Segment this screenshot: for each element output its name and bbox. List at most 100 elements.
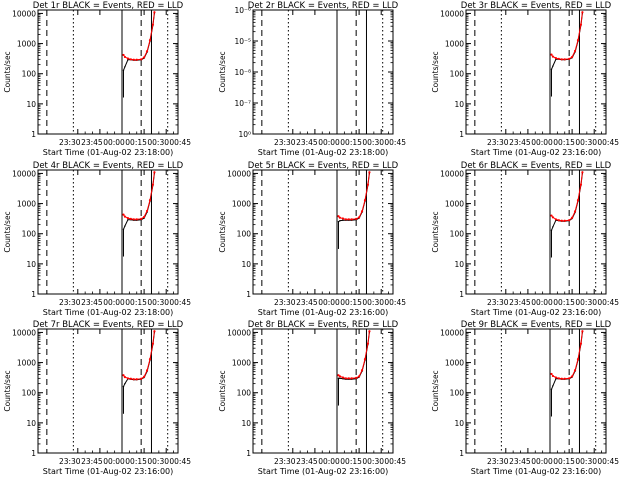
- series-line-lld: [551, 172, 583, 222]
- y-tick-label: 1: [246, 449, 251, 458]
- data-point-events: [124, 66, 126, 68]
- data-point-lld: [363, 358, 367, 361]
- data-point-events: [124, 382, 126, 385]
- data-point-lld: [563, 219, 566, 222]
- x-tick-label: 00:30: [147, 298, 169, 307]
- chart-title: Det 5r BLACK = Events, RED = LLD: [248, 161, 399, 171]
- data-point-lld: [550, 214, 553, 217]
- data-point-lld: [571, 216, 574, 219]
- data-point-lld: [579, 342, 583, 345]
- x-tick-label: 00:15: [125, 298, 147, 307]
- data-point-lld: [344, 377, 347, 380]
- data-point-lld: [132, 378, 135, 381]
- data-point-lld: [140, 58, 143, 61]
- x-tick-label: 00:15: [125, 138, 147, 147]
- data-point-lld: [126, 57, 129, 60]
- x-tick-label: 00:15: [125, 457, 147, 466]
- x-tick-label: 23:45: [296, 457, 318, 466]
- chart-panel-5: Det 5r BLACK = Events, RED = LLD 1 10 100 10…: [218, 161, 406, 317]
- data-point-events: [552, 385, 554, 387]
- x-tick-label: 23:45: [509, 298, 531, 307]
- data-point-lld: [579, 23, 583, 26]
- plot-frame: [252, 328, 394, 454]
- data-point-lld: [355, 376, 358, 380]
- data-point-lld: [132, 58, 135, 61]
- data-point-lld: [143, 215, 146, 219]
- data-point-lld: [122, 374, 125, 377]
- data-point-lld: [350, 218, 353, 221]
- y-tick-label: 100: [237, 389, 252, 398]
- chart-panel-9: Det 9r BLACK = Events, RED = LLD 1 10 100 10…: [431, 320, 619, 476]
- data-point-lld: [126, 377, 129, 380]
- series-line-events: [338, 332, 370, 380]
- x-tick-label: 00:15: [340, 298, 362, 307]
- data-point-events: [552, 65, 554, 67]
- y-tick-label: 1: [459, 130, 464, 139]
- data-point-lld: [129, 377, 132, 380]
- data-point-lld: [358, 216, 361, 219]
- y-tick-label: 10000: [440, 9, 464, 18]
- data-point-lld: [126, 216, 129, 220]
- x-tick-label: 23:45: [509, 138, 531, 147]
- x-tick-label: 00:45: [597, 138, 619, 147]
- y-tick-label: 10⁻⁵: [234, 37, 251, 46]
- data-point-lld: [143, 56, 146, 59]
- series-line-lld: [123, 12, 155, 61]
- x-tick-label: 23:30: [274, 457, 296, 466]
- y-tick-label: 1000: [17, 359, 36, 368]
- y-tick-label: 1000: [17, 200, 36, 209]
- data-point-lld: [551, 374, 555, 378]
- y-tick-label: 100: [450, 70, 465, 79]
- x-tick-label: 23:30: [59, 298, 81, 307]
- plot-frame: [252, 169, 394, 295]
- chart-panel-4: Det 4r BLACK = Events, RED = LLD 1 10 100 10…: [3, 161, 191, 317]
- y-tick-label: 10000: [12, 328, 36, 337]
- x-tick-label: 00:45: [384, 457, 406, 466]
- data-point-lld: [122, 53, 125, 57]
- data-point-events: [339, 220, 341, 222]
- series-line-lld: [338, 172, 370, 220]
- data-point-lld: [151, 183, 155, 186]
- data-point-lld: [360, 210, 364, 213]
- y-tick-label: 10⁻⁷: [234, 99, 251, 108]
- chart-panel-1: Det 1r BLACK = Events, RED = LLD 1 10 100 10…: [3, 1, 191, 157]
- chart-title: Det 1r BLACK = Events, RED = LLD: [33, 1, 184, 11]
- data-point-events: [124, 225, 126, 227]
- plot-frame: [37, 328, 179, 454]
- data-point-lld: [368, 330, 371, 333]
- y-tick-label: 1: [31, 130, 36, 139]
- x-tick-label: 00:30: [362, 298, 384, 307]
- data-point-lld: [123, 215, 127, 218]
- x-tick-label: 00:45: [169, 138, 191, 147]
- data-point-lld: [551, 55, 555, 58]
- y-tick-label: 10000: [440, 328, 464, 337]
- data-point-lld: [135, 378, 138, 381]
- chart-title: Det 8r BLACK = Events, RED = LLD: [248, 320, 399, 330]
- x-axis-label: Start Time (01-Aug-02 23:16:00): [43, 467, 174, 476]
- data-point-lld: [560, 377, 563, 380]
- series-line-events: [338, 173, 370, 223]
- data-point-lld: [122, 213, 125, 216]
- y-tick-label: 100: [450, 389, 465, 398]
- x-tick-label: 00:30: [575, 457, 597, 466]
- x-tick-label: 23:30: [487, 298, 509, 307]
- data-point-lld: [148, 358, 152, 361]
- data-point-lld: [366, 342, 370, 345]
- series-line-lld: [123, 331, 155, 380]
- x-tick-label: 23:45: [81, 457, 103, 466]
- data-point-lld: [563, 377, 566, 380]
- data-point-lld: [551, 216, 555, 219]
- y-tick-label: 1: [31, 290, 36, 299]
- data-point-lld: [135, 58, 138, 61]
- data-point-lld: [135, 218, 138, 221]
- y-tick-label: 10⁰: [238, 130, 251, 139]
- data-point-events: [342, 219, 344, 221]
- y-tick-label: 100: [237, 230, 252, 239]
- data-point-lld: [576, 358, 580, 361]
- x-tick-label: 00:15: [553, 138, 575, 147]
- y-tick-label: 10⁻⁸: [234, 68, 251, 77]
- y-tick-label: 100: [22, 230, 37, 239]
- y-tick-label: 10: [241, 419, 251, 428]
- data-point-lld: [581, 171, 584, 174]
